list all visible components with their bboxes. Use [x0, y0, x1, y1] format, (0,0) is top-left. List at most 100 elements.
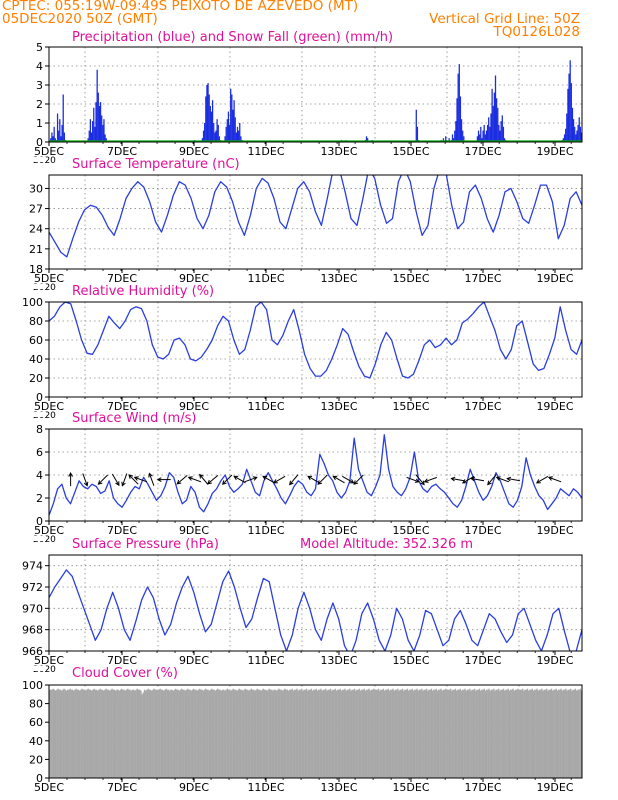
- cloud-bar: [358, 688, 361, 778]
- precip-bar: [502, 126, 505, 142]
- wind-arrow-head: [547, 476, 553, 481]
- cloud-bar: [391, 689, 393, 778]
- panel-2: 0 20 40 60 80 100 5DEC 7DEC 9DEC 11DEC 13DEC 15DEC 1…: [22, 284, 583, 421]
- cloud-bar: [74, 689, 76, 778]
- y-tick-label: 4: [36, 469, 43, 482]
- cloud-bar: [496, 689, 499, 778]
- cloud-bar: [379, 690, 381, 778]
- cloud-bar: [146, 689, 148, 778]
- cloud-bar: [314, 689, 316, 778]
- cloud-bar: [121, 688, 123, 778]
- cloud-bar: [76, 689, 79, 778]
- cloud-bar: [225, 689, 227, 778]
- cloud-bar: [157, 690, 159, 778]
- wind-arrow-head: [307, 475, 313, 481]
- cloud-bar: [87, 688, 89, 778]
- cloud-bar: [171, 689, 173, 778]
- cloud-bar: [340, 690, 343, 778]
- cloud-bar: [255, 689, 257, 778]
- cloud-bar: [547, 690, 549, 778]
- cloud-bar: [281, 690, 284, 778]
- cloud-bar: [226, 688, 229, 778]
- x-tick-label: 7DEC: [107, 654, 137, 667]
- cloud-bar: [477, 689, 479, 778]
- precip-bar: [488, 117, 490, 142]
- x-tick-label: 7DEC: [107, 524, 137, 537]
- wind-arrow-shaft: [148, 473, 155, 486]
- cloud-bar: [111, 688, 113, 778]
- cloud-bar: [399, 689, 401, 778]
- cloud-bar: [544, 689, 547, 778]
- cloud-bar: [367, 689, 369, 778]
- precip-bar: [95, 102, 97, 142]
- cloud-bar: [392, 688, 394, 778]
- cloud-bar: [303, 689, 305, 778]
- cloud-bar: [260, 690, 262, 778]
- precip-bar: [494, 75, 497, 142]
- x-tick-label: 19DEC: [536, 400, 573, 413]
- cloud-bar: [356, 689, 358, 778]
- y-tick-label: 5: [36, 41, 43, 54]
- y-tick-label: 27: [29, 203, 43, 216]
- cloud-bar: [82, 689, 85, 778]
- cloud-bar: [212, 689, 214, 778]
- cloud-bar: [500, 689, 502, 778]
- precip-bar: [456, 98, 458, 142]
- x-tick-label: 9DEC: [179, 524, 209, 537]
- precip-bar: [485, 130, 488, 142]
- cloud-bar: [365, 689, 368, 778]
- wind-arrow-head: [233, 475, 239, 481]
- cloud-bar: [560, 688, 562, 778]
- cloud-bar: [211, 688, 213, 778]
- cloud-bar: [495, 689, 497, 778]
- x-tick-label: 19DEC: [536, 145, 573, 158]
- cloud-bar: [542, 690, 544, 778]
- precip-bar: [60, 136, 62, 142]
- cloud-bar: [361, 689, 363, 778]
- cloud-bar: [178, 690, 181, 778]
- cloud-bar: [142, 692, 145, 778]
- cloud-bar: [529, 689, 531, 778]
- precip-bar: [62, 94, 64, 142]
- wind-arrow-shaft: [188, 476, 202, 483]
- cloud-bar: [526, 688, 529, 778]
- cloud-bar: [469, 688, 471, 778]
- precip-bar: [563, 134, 566, 142]
- cloud-bar: [329, 688, 332, 778]
- y-tick-label: 80: [29, 315, 43, 328]
- precip-bar: [568, 73, 570, 142]
- panel-frame: [48, 684, 583, 779]
- cloud-bar: [109, 690, 111, 778]
- year-label-mask: [0, 157, 46, 162]
- cloud-bar: [135, 689, 137, 778]
- wind-arrow-head: [221, 480, 227, 485]
- wind-arrow: [233, 475, 246, 484]
- precip-bar: [455, 121, 457, 142]
- grid: [49, 429, 582, 521]
- cloud-bar: [559, 689, 561, 778]
- wind-arrow-shaft: [128, 474, 139, 485]
- wind-arrow: [353, 474, 364, 485]
- precip-bar: [232, 109, 234, 142]
- precip-bar: [463, 136, 465, 142]
- wind-arrow-head: [187, 476, 193, 481]
- x-tick-label: 11DEC: [247, 145, 284, 158]
- x-tick-label: 11DEC: [247, 524, 284, 537]
- y-tick-label: 0: [36, 515, 43, 528]
- y-tick-label: 968: [22, 624, 43, 637]
- cloud-bar: [257, 689, 260, 778]
- cloud-bar: [125, 689, 128, 778]
- cloud-bar: [429, 689, 431, 778]
- cloud-bar: [217, 688, 219, 778]
- cloud-bar: [571, 690, 573, 778]
- cloud-bar: [562, 689, 565, 778]
- cloud-bar: [196, 690, 199, 778]
- wind-arrow-shaft: [496, 476, 510, 483]
- precip-bar: [105, 138, 107, 142]
- precip-bar: [209, 105, 211, 142]
- cloud-bar: [446, 690, 448, 778]
- cloud-bar: [130, 690, 133, 778]
- precip-bar: [236, 126, 239, 142]
- wind-arrow-shaft: [317, 474, 328, 485]
- wind-arrow-head: [115, 481, 120, 487]
